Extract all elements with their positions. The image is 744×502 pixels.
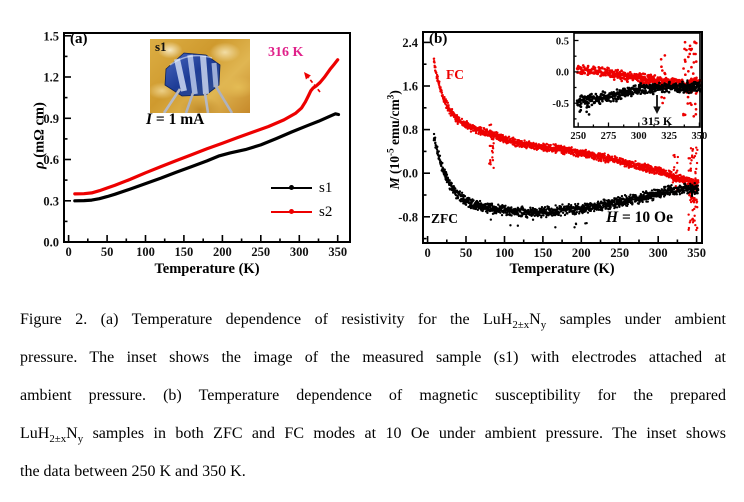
svg-text:250: 250 <box>251 245 270 259</box>
sample-photo-label: s1 <box>155 39 167 54</box>
svg-text:0.8: 0.8 <box>402 123 418 137</box>
inset-transition-label: 315 K <box>641 114 673 128</box>
svg-text:300: 300 <box>290 245 309 259</box>
svg-text:150: 150 <box>175 245 194 259</box>
sample-highlight <box>169 54 213 66</box>
figure-2: 0 50 100 150 200 250 300 350 0.0 0.3 0.6 0.9 1.2 1.5 0… <box>31 29 708 277</box>
svg-text:0.9: 0.9 <box>43 112 59 126</box>
legend-line-s2 <box>271 209 312 214</box>
svg-text:1.2: 1.2 <box>43 71 59 85</box>
electrode-wire <box>184 92 195 113</box>
svg-text:0.3: 0.3 <box>43 194 59 208</box>
legend-label-s1: s1 <box>319 179 333 196</box>
caption-line: ambient pressure. (b) Temperature depend… <box>20 387 726 404</box>
svg-text:0.0: 0.0 <box>556 68 569 79</box>
panel-b-label: (b) <box>429 31 448 47</box>
panel-a-yaxis-title: ρ (mΩ cm) <box>31 102 48 169</box>
caption-line: Figure 2. (a) Temperature dependence of … <box>20 311 727 332</box>
svg-text:50: 50 <box>101 245 114 259</box>
sample-photo-drawing <box>162 52 234 113</box>
legend-row-s1: s1 <box>271 176 332 200</box>
svg-text:150: 150 <box>534 246 553 260</box>
svg-text:0.5: 0.5 <box>556 36 569 47</box>
panel-a-legend: s1 s2 <box>271 176 332 224</box>
panel-b-yaxis-title: M (10-5 emu/cm3) <box>385 90 402 190</box>
panel-a-xaxis-title: Temperature (K) <box>154 261 260 277</box>
svg-text:-0.8: -0.8 <box>398 210 418 224</box>
electrode-wire <box>213 84 234 113</box>
current-annotation: I = 1 mA <box>146 111 205 128</box>
svg-text:250: 250 <box>570 131 586 142</box>
legend-row-s2: s2 <box>271 200 332 224</box>
fc-curve-label: FC <box>446 67 464 82</box>
svg-text:100: 100 <box>495 246 514 260</box>
svg-text:200: 200 <box>213 245 232 259</box>
svg-text:1.6: 1.6 <box>402 80 418 94</box>
svg-text:1.5: 1.5 <box>43 29 59 43</box>
sample-photo: s1 <box>150 39 250 113</box>
electrode-contact <box>174 58 187 92</box>
svg-text:2.4: 2.4 <box>402 36 418 50</box>
svg-text:0.0: 0.0 <box>43 236 59 250</box>
legend-line-s1 <box>271 185 312 190</box>
panel-b-xaxis-title: Temperature (K) <box>509 261 615 277</box>
svg-text:50: 50 <box>460 246 473 260</box>
transition-temperature-label: 316 K <box>268 45 304 60</box>
caption-line: LuH2±xNy samples in both ZFC and FC mode… <box>20 425 726 446</box>
svg-text:350: 350 <box>692 131 708 142</box>
svg-text:0.0: 0.0 <box>402 167 418 181</box>
svg-text:-0.5: -0.5 <box>552 99 569 110</box>
plots-canvas: 0 50 100 150 200 250 300 350 0.0 0.3 0.6 0.9 1.2 1.5 0… <box>43 29 708 260</box>
svg-text:200: 200 <box>572 246 591 260</box>
electrode-wire <box>162 88 182 113</box>
electrode-contact <box>187 54 198 95</box>
svg-text:350: 350 <box>328 245 347 259</box>
legend-label-s2: s2 <box>319 203 333 220</box>
electrode-contact <box>211 62 219 88</box>
svg-text:0.6: 0.6 <box>43 153 59 167</box>
svg-text:0: 0 <box>424 246 430 260</box>
panel-a-label: (a) <box>70 31 88 47</box>
field-annotation: H = 10 Oe <box>606 209 673 226</box>
svg-text:0: 0 <box>65 245 71 259</box>
svg-text:250: 250 <box>610 246 629 260</box>
caption-line: pressure. The inset shows the image of t… <box>20 349 726 366</box>
caption-line: the data between 250 K and 350 K. <box>20 463 246 480</box>
svg-text:300: 300 <box>649 246 668 260</box>
svg-text:350: 350 <box>687 246 706 260</box>
svg-text:100: 100 <box>136 245 155 259</box>
svg-text:325: 325 <box>661 131 677 142</box>
zfc-curve-label: ZFC <box>431 211 458 226</box>
electrode-contact <box>200 55 209 95</box>
svg-text:300: 300 <box>631 131 647 142</box>
electrode-wire <box>203 92 210 113</box>
figure-caption: Figure 2. (a) Temperature dependence of … <box>20 301 726 491</box>
svg-text:275: 275 <box>601 131 617 142</box>
